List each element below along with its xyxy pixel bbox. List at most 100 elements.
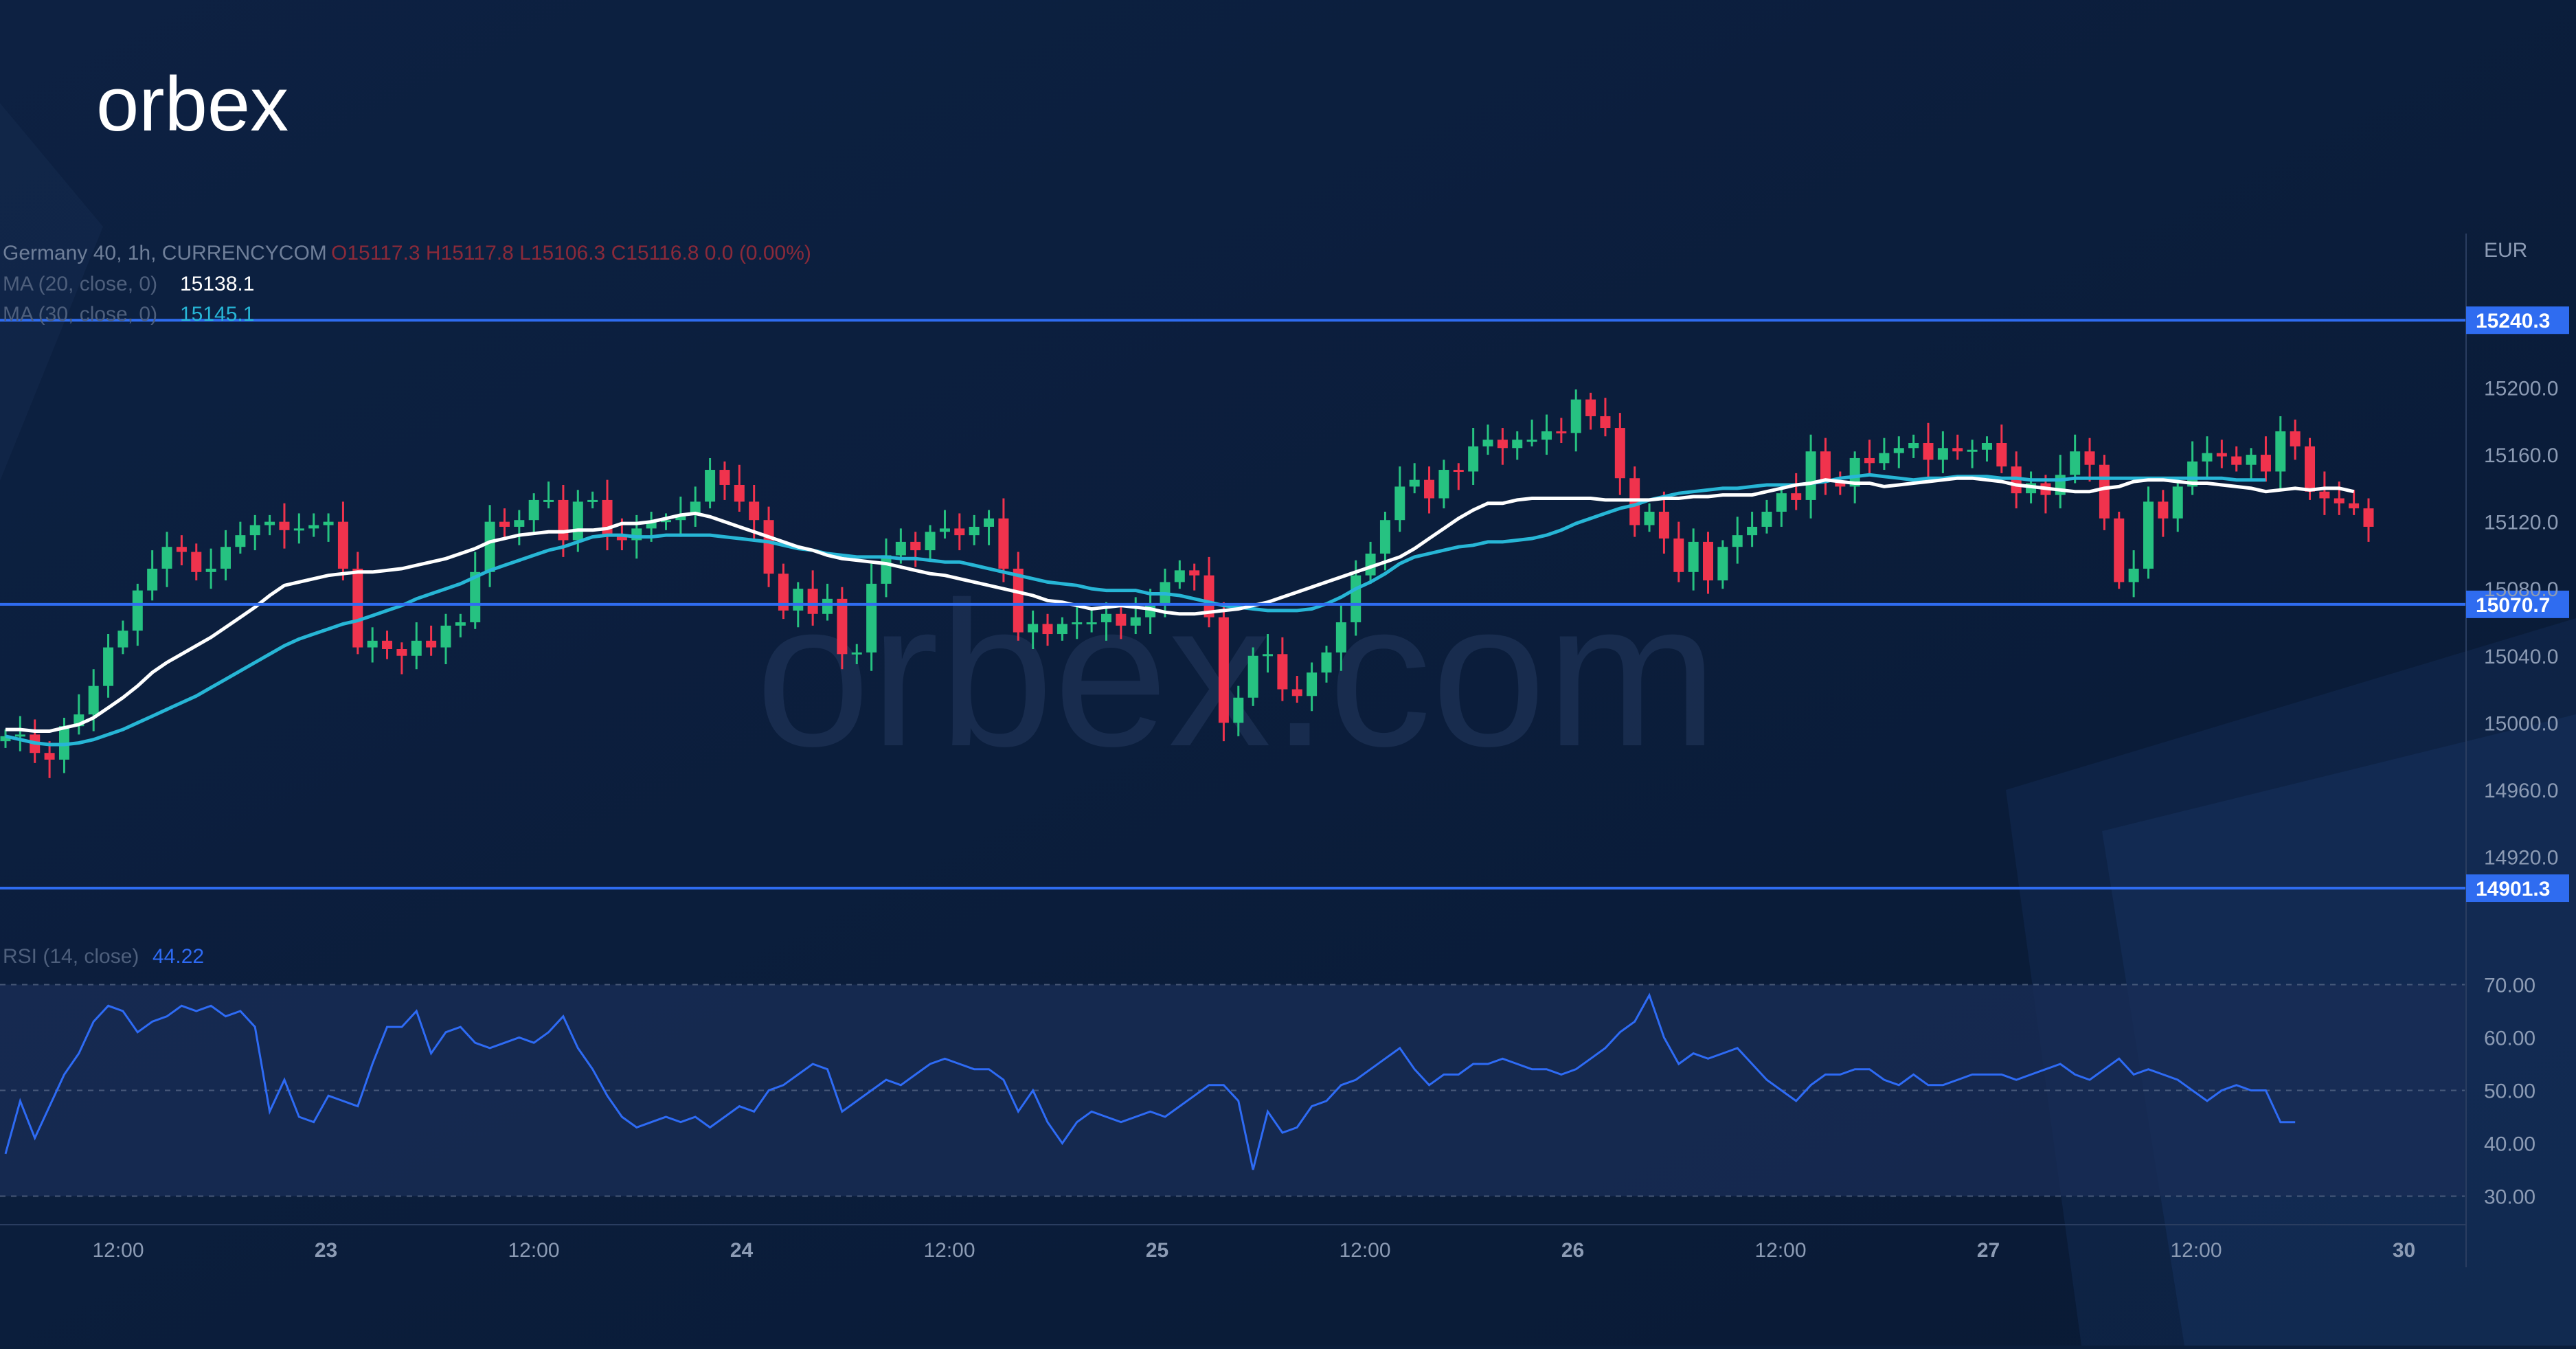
candle-body [14,734,25,737]
candle-body [1394,486,1405,521]
candle-body [514,520,525,527]
axis-currency: EUR [2484,239,2527,262]
rsi-pane[interactable] [0,984,2465,1197]
candle-body [1776,493,1787,512]
candle-body [675,514,686,521]
candle-body [1732,535,1743,547]
time-tick-label: 24 [730,1239,754,1262]
candle-body [1482,440,1493,446]
candle-body [132,590,143,631]
candle-body [455,622,466,626]
candle-body [2143,501,2154,569]
candle-body [1717,547,1728,580]
price-tick-label: 15000.0 [2484,712,2558,735]
candle-body [2187,461,2198,487]
time-tick-label: 12:00 [1339,1239,1390,1262]
candle-body [1805,451,1816,500]
rsi-tick-label: 30.00 [2484,1186,2535,1209]
axes: 15240.3 15070.7 14901.3 EUR 15200.0 15160.0 15… [0,234,2569,1267]
candle-body [807,589,818,614]
candle-body [352,568,363,648]
candle-body [1893,448,1904,453]
candle-body [161,547,172,569]
candle-body [851,652,862,655]
price-pane[interactable] [0,319,2466,890]
candle-body [1189,570,1200,576]
price-tick-label: 14960.0 [2484,780,2558,802]
candle-body [954,528,965,536]
candle-body [249,525,260,536]
candle-body [2099,464,2110,519]
candle-body [1761,512,1772,527]
candle-body [837,598,848,655]
legend-ohlc: O15117.3 H15117.8 L15106.3 C15116.8 0.0 … [331,242,811,264]
legend-symbol: Germany 40, 1h, CURRENCYCOM [3,242,327,264]
time-tick-label: 26 [1561,1239,1584,1262]
candle-body [323,521,334,525]
candle-body [1116,613,1127,626]
candle-body [895,541,906,556]
candle-body [616,535,627,541]
candle-body [1307,672,1318,696]
candle-body [2290,431,2301,446]
candle-body [411,640,422,656]
candle-body [1379,520,1390,554]
candle-body [1409,479,1420,487]
level-badge [2466,306,2569,335]
watermark: orbex.com [756,558,1718,789]
time-tick-label: 27 [1977,1239,2000,1262]
candle-body [1703,541,1714,580]
legend-ma20-value: 15138.1 [180,273,254,295]
candle-body [205,568,216,572]
price-tick-label: 15080.0 [2484,578,2558,601]
candle-body [1100,613,1111,622]
candle-body [2246,455,2257,465]
candle-body [308,525,319,529]
candle-body [1952,448,1963,452]
candle-body [1614,428,1625,479]
candle-body [1086,622,1097,624]
candle-body [382,640,393,649]
candle-body [1130,617,1141,626]
candle-body [1688,541,1699,572]
candle-body [1247,655,1258,698]
candle-body [117,631,128,648]
candle-body [1218,617,1229,723]
candle-body [2349,503,2360,509]
candle-body [998,518,1009,569]
candle-body [984,518,995,527]
candle-body [939,528,950,532]
candle-body [88,685,99,715]
legend-ma30-label: MA (30, close, 0) [3,303,157,326]
rsi-line [4,993,2296,1170]
candle-body [1072,622,1083,624]
candle-body [2128,568,2139,582]
candle-body [1996,443,2007,467]
candle-body [235,535,246,547]
candle-body [2275,431,2286,472]
candle-body [1174,570,1185,582]
candle-body [1057,624,1067,635]
candle-body [2202,453,2213,462]
candle-body [0,736,11,742]
candle-body [1365,553,1376,576]
candle-body [1864,457,1875,464]
price-tick-label: 15160.0 [2484,444,2558,467]
candle-body [528,499,539,521]
candle-body [293,528,304,531]
candle-body [2305,446,2316,492]
candle-body [1233,697,1244,723]
time-tick-label: 30 [2393,1239,2415,1262]
candle-body [1263,654,1274,657]
price-tick-label: 15200.0 [2484,378,2558,400]
legend-ma30-value: 15145.1 [180,303,254,326]
level-label: 15070.7 [2476,594,2550,617]
candle-body [1277,654,1288,690]
candle-body [1497,440,1508,449]
candle-body [1013,568,1024,633]
candle-body [1937,448,1948,460]
rsi-tick-label: 60.00 [2484,1028,2535,1050]
candle-body [1585,399,1596,416]
logo-text: orbex [96,61,289,147]
candle-body [1658,512,1669,539]
